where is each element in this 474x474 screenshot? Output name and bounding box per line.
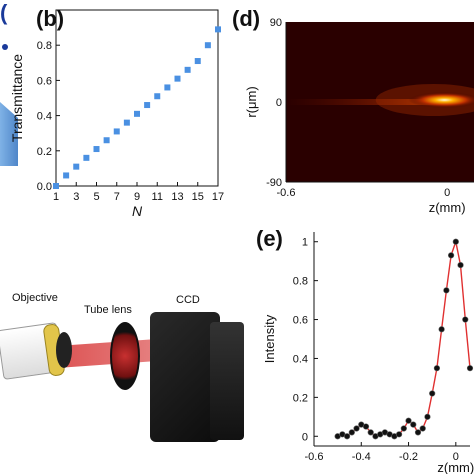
- data-point: [410, 421, 417, 428]
- panel-d-label: (d): [232, 6, 261, 31]
- data-point: [462, 316, 469, 323]
- data-point: [53, 183, 59, 189]
- data-point: [447, 252, 455, 259]
- x-axis-label: N: [132, 203, 143, 219]
- prism-shape: [0, 102, 18, 166]
- x-tick-label: 9: [134, 191, 140, 203]
- data-point: [414, 429, 422, 436]
- fit-line: [337, 239, 471, 438]
- y-tick-label: 0: [276, 97, 282, 109]
- y-tick-label: 0.8: [37, 40, 52, 52]
- x-axis-label: z(mm): [437, 460, 474, 474]
- x-tick-label: 0: [444, 187, 450, 199]
- x-tick-label: 11: [152, 191, 163, 203]
- x-tick-label: -0.2: [399, 451, 418, 463]
- objective-label: Objective: [12, 292, 58, 304]
- y-tick-label: 0.6: [293, 315, 308, 327]
- data-point: [194, 58, 201, 65]
- y-tick-label: 0.8: [293, 276, 308, 288]
- data-point: [134, 110, 140, 117]
- tube-lens: [110, 322, 140, 390]
- optical-setup: Objective Tube lens CCD: [0, 270, 250, 474]
- data-point: [343, 433, 351, 440]
- y-tick-label: 0.4: [37, 111, 52, 123]
- data-point: [63, 172, 70, 179]
- x-tick-label: -0.6: [305, 451, 324, 463]
- ccd-label: CCD: [176, 294, 200, 306]
- data-point: [443, 287, 450, 294]
- data-point: [452, 238, 459, 245]
- x-tick-label: 5: [93, 191, 99, 203]
- x-tick-label: 15: [192, 191, 204, 203]
- data-point: [400, 425, 407, 432]
- data-point: [204, 42, 211, 49]
- data-point: [457, 261, 464, 269]
- data-point: [215, 26, 221, 33]
- y-tick-label: 0.2: [37, 146, 52, 158]
- data-point: [93, 146, 100, 153]
- x-tick-label: -0.6: [277, 187, 296, 199]
- data-point: [433, 365, 441, 372]
- y-axis-label: r(μm): [244, 86, 259, 117]
- y-tick-label: 0.0: [37, 181, 52, 193]
- data-point: [144, 102, 151, 109]
- ccd-front: [210, 322, 244, 440]
- y-axis-label: Intensity: [262, 314, 277, 363]
- panel-e-label: (e): [256, 226, 283, 251]
- focus-hotspot: [408, 92, 474, 108]
- data-point: [154, 93, 161, 100]
- data-point: [424, 413, 431, 420]
- data-point: [395, 431, 403, 438]
- y-tick-label: -90: [266, 177, 282, 189]
- data-point: [367, 429, 374, 436]
- panel-a-fragment: (: [0, 0, 28, 180]
- data-point: [184, 66, 191, 73]
- objective-tip: [56, 332, 72, 368]
- data-point: [83, 154, 90, 161]
- data-point: [405, 417, 412, 424]
- data-point: [113, 128, 120, 135]
- y-tick-label: 0.4: [293, 353, 308, 365]
- x-tick-label: 7: [114, 191, 120, 203]
- data-point: [466, 365, 474, 372]
- data-point: [429, 390, 436, 397]
- y-tick-label: 0: [302, 431, 308, 443]
- x-tick-label: 0: [453, 451, 459, 463]
- x-tick-label: 1: [53, 191, 59, 203]
- x-tick-label: 13: [171, 191, 183, 203]
- data-point: [348, 429, 355, 436]
- data-point: [362, 423, 370, 430]
- beam-trace: [286, 99, 444, 105]
- data-point: [164, 84, 171, 91]
- x-tick-label: 17: [212, 191, 224, 203]
- data-point: [353, 425, 360, 432]
- x-axis-label: z(mm): [429, 200, 466, 215]
- data-point: [438, 326, 445, 333]
- y-tick-label: 0.2: [293, 392, 308, 404]
- panel-a-label: (: [0, 0, 8, 25]
- y-tick-label: 1: [302, 237, 308, 249]
- data-point: [73, 163, 80, 170]
- tube-lens-label: Tube lens: [84, 304, 132, 316]
- y-tick-label: 0.6: [37, 75, 52, 87]
- y-axis-label: Transmittance: [9, 54, 25, 142]
- data-point: [123, 119, 130, 126]
- x-tick-label: 3: [73, 191, 79, 203]
- y-tick-label: 90: [270, 17, 282, 29]
- ccd-camera: [150, 312, 220, 442]
- x-tick-label: -0.4: [352, 451, 371, 463]
- data-point: [103, 137, 110, 144]
- dot-marker: [2, 44, 8, 50]
- data-point: [419, 425, 426, 432]
- data-point: [174, 75, 181, 82]
